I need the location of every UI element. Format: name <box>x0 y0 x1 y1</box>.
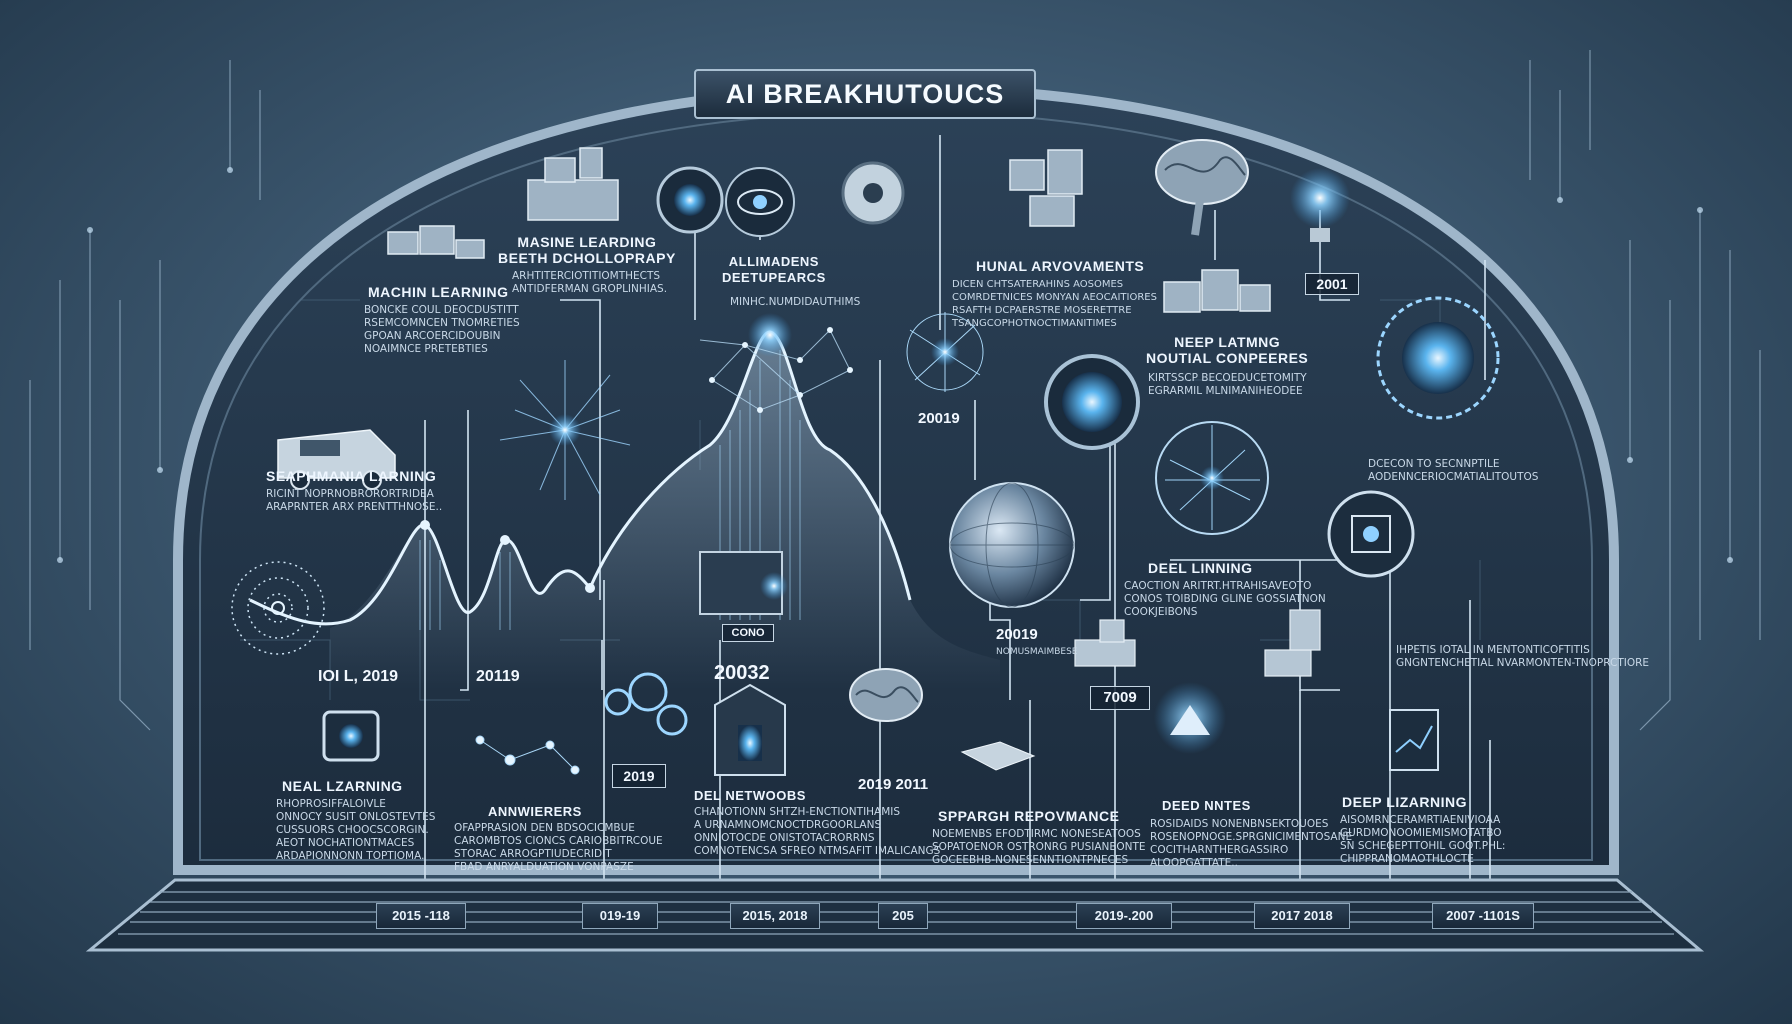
timeline-marker: 2007 -1101S <box>1432 903 1534 929</box>
network-sphere-core <box>1200 466 1224 490</box>
background-circuit-nodes <box>57 167 1733 563</box>
item-description: ARHTITERCIOTITIOMTHECTS ANTIDFERMAN GROP… <box>512 270 668 295</box>
timeline-marker: 019-19 <box>582 903 658 929</box>
year-caption: NOMUSMAIMBESE <box>996 647 1078 657</box>
timeline-marker: 2017 2018 <box>1254 903 1350 929</box>
brain-small-icon <box>849 668 923 722</box>
item-label: MACHIN LEARNING <box>368 284 509 300</box>
item-description: BONCKE COUL DEOCDUSTITT RSEMCOMNCEN TNOM… <box>364 304 520 355</box>
item-description: KIRTSSCP BECOEDUCETOMITY EGRARMIL MLNIMA… <box>1148 372 1307 397</box>
lightbulb-icon <box>1290 168 1350 242</box>
display-cluster-icon <box>1163 269 1271 313</box>
network-sphere-icon <box>1155 421 1269 535</box>
peak-glow <box>748 313 792 357</box>
item-description: NOEMENBS EFODTIRMC NONESEATOOS SOPATOENO… <box>932 828 1146 866</box>
year-label: 20119 <box>476 668 520 685</box>
book-icon <box>960 741 1036 771</box>
item-description: CAOCTION ARITRT.HTRAHISAVEOTO CONOS TOIB… <box>1124 580 1326 618</box>
brain-icon <box>1155 139 1249 236</box>
item-label: SEAPHMANIA LARNING <box>266 468 437 484</box>
peak-fill <box>330 331 1000 690</box>
factory-icon <box>1074 619 1136 667</box>
camera-dial-icon <box>841 161 905 225</box>
atom-core <box>931 338 959 366</box>
monitor-stack-icon <box>1009 149 1083 227</box>
beacon-icon <box>1154 682 1226 754</box>
timeline-marker: 2015, 2018 <box>730 903 820 929</box>
timeline-marker: 2015 -118 <box>376 903 466 929</box>
item-description: RHOPROSIFFALOIVLE ONNOCY SUSIT ONLOSTEVT… <box>276 798 436 862</box>
page-title: AI BREAKHUTOUCS <box>694 69 1036 119</box>
item-description: AISOMRNCERAMRTIAENIVIOAA GURDMONOOMIEMIS… <box>1340 814 1506 865</box>
peak-hatching <box>419 350 801 630</box>
particle-burst-core <box>549 414 581 446</box>
timeline-marker: 2019-.200 <box>1076 903 1172 929</box>
chip-label: CONO <box>722 624 774 642</box>
gear-orb-core <box>1402 322 1474 394</box>
item-label: DEED NNTES <box>1162 798 1251 813</box>
particle-burst-icon <box>499 360 631 500</box>
year-label: 7009 <box>1090 686 1150 710</box>
item-description: ROSIDAIDS NONENBNSEKTOUOES ROSENOPNOGE.S… <box>1150 818 1353 869</box>
item-label: MASINE LEARDING BEETH DCHOLLOPRAPY <box>498 234 676 266</box>
item-label: NEEP LATMNG NOUTIAL CONPEERES <box>1146 334 1309 366</box>
server-stack-icon <box>527 147 619 221</box>
year-label: 20032 <box>714 662 770 684</box>
year-label: 2001 <box>1305 273 1359 295</box>
gear-orb-icon <box>1376 296 1500 420</box>
background-circuit-lines <box>29 50 1761 731</box>
eye-icon <box>725 167 795 237</box>
year-label: IOI L, 2019 <box>318 668 399 685</box>
tablet-icon <box>1389 709 1439 771</box>
item-label: DEEL LINNING <box>1148 560 1253 576</box>
item-label: DEL NETWOOBS <box>694 788 806 803</box>
item-label: ALLIMADENS DEETUPEARCS <box>722 254 826 285</box>
processor-chip-icon <box>699 551 788 615</box>
computer-stack-icon <box>387 225 485 259</box>
item-description: RICINT NOPRNOBRORORTRIDEA ARAPRNTER ARX … <box>266 488 443 513</box>
item-label: HUNAL ARVOVAMENTS <box>976 258 1145 274</box>
camera-device-icon <box>322 710 380 762</box>
gears-icon <box>604 672 688 736</box>
network-nodes <box>709 327 853 413</box>
item-label: ANNWIERERS <box>488 804 582 819</box>
year-label: 20019 <box>996 626 1038 643</box>
timeline-marker: 205 <box>878 903 928 929</box>
year-label: 20019 <box>918 410 960 427</box>
item-description: CHANOTIONN SHTZH-ENCTIONTIHAMIS A URNAMN… <box>694 806 941 857</box>
globe-grid <box>949 482 1075 608</box>
van-icon <box>277 429 396 490</box>
year-label: 2019 <box>612 764 666 788</box>
item-label: NEAL LZARNING <box>282 778 403 794</box>
orb-device-core <box>1062 372 1122 432</box>
peak-markers <box>420 520 595 593</box>
star-constellation-icon <box>475 735 580 775</box>
spiral-center <box>271 601 285 615</box>
item-description: OFAPPRASION DEN BDSOCICMBUE CAROMBTOS CI… <box>454 822 663 873</box>
item-description: DCECON TO SECNNPTILE AODENNCERIOCMATIALI… <box>1368 458 1539 483</box>
item-description: IHPETIS IOTAL IN MENTONTICOFTITIS GNGNTE… <box>1396 644 1650 669</box>
lens-icon <box>656 166 724 234</box>
machinery-icon <box>1264 609 1321 677</box>
spiral-graphic <box>231 561 325 655</box>
item-label: DEEP LIZARNING <box>1342 794 1467 810</box>
item-label: SPPARGH REPOVMANCE <box>938 808 1120 824</box>
item-description: DICEN CHTSATERAHINS AOSOMES COMRDETNICES… <box>952 279 1157 329</box>
target-center <box>1363 526 1379 542</box>
item-description: MINHC.NUMDIDAUTHIMS <box>730 296 861 308</box>
year-label: 2019 2011 <box>858 776 929 793</box>
shrine-icon <box>714 683 786 776</box>
